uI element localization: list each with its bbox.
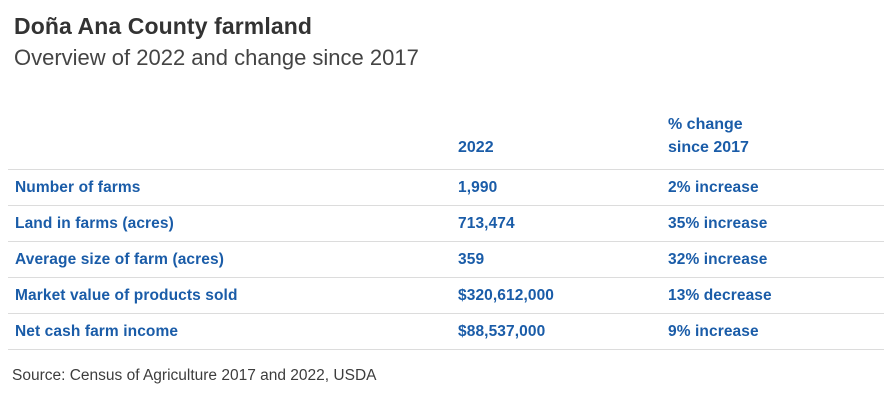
row-value-2022: 1,990 [458,169,668,207]
row-change: 9% increase [668,313,884,351]
row-label: Net cash farm income [8,313,458,351]
row-label: Market value of products sold [8,277,458,315]
row-change: 2% increase [668,169,884,207]
table-row: Number of farms 1,990 2% increase [8,169,884,207]
row-value-2022: 359 [458,241,668,279]
source-attribution: Source: Census of Agriculture 2017 and 2… [12,367,377,385]
table-row: Market value of products sold $320,612,0… [8,277,884,315]
row-change: 32% increase [668,241,884,279]
table-row: Average size of farm (acres) 359 32% inc… [8,241,884,279]
page-subtitle: Overview of 2022 and change since 2017 [14,45,419,70]
page-title: Doña Ana County farmland [14,13,313,39]
row-value-2022: $88,537,000 [458,313,668,351]
column-header-empty [8,113,458,171]
row-label: Average size of farm (acres) [8,241,458,279]
column-header-2022: 2022 [458,113,668,171]
table-header-row: 2022 % change since 2017 [8,113,884,171]
column-header-change-line2: since 2017 [668,139,749,157]
column-header-change: % change since 2017 [668,113,884,171]
table-row: Land in farms (acres) 713,474 35% increa… [8,205,884,243]
farmland-data-table: 2022 % change since 2017 Number of farms… [8,113,884,351]
row-label: Land in farms (acres) [8,205,458,243]
row-value-2022: $320,612,000 [458,277,668,315]
row-change: 35% increase [668,205,884,243]
row-label: Number of farms [8,169,458,207]
row-change: 13% decrease [668,277,884,315]
table-row: Net cash farm income $88,537,000 9% incr… [8,313,884,351]
farmland-infographic: Doña Ana County farmland Overview of 202… [0,13,892,400]
row-value-2022: 713,474 [458,205,668,243]
column-header-change-line1: % change [668,116,743,133]
